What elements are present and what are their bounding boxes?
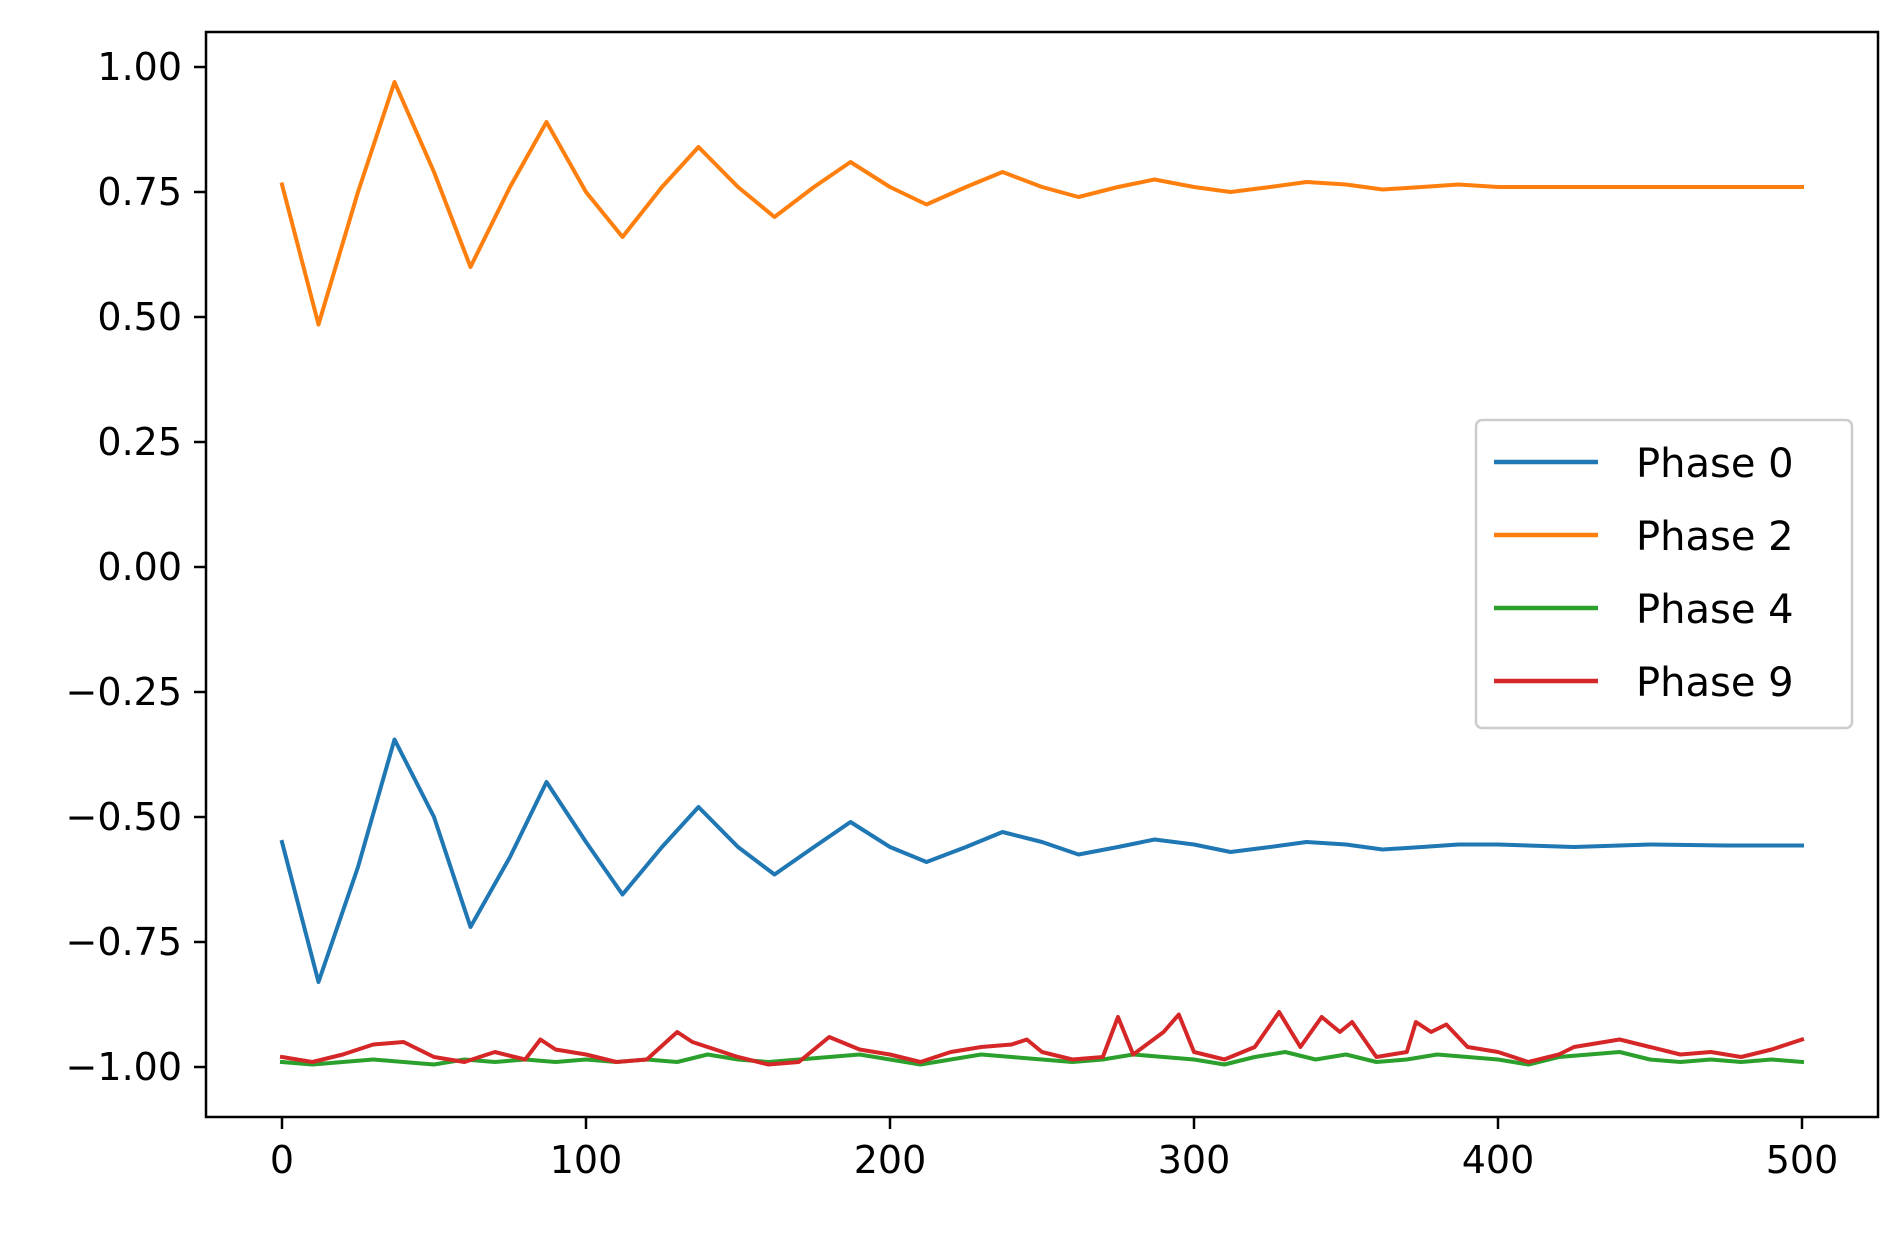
- legend-label-phase-2: Phase 2: [1636, 514, 1794, 560]
- series-line-phase-9: [279, 1010, 1805, 1067]
- series-line-phase-4: [279, 1050, 1805, 1067]
- x-axis: 0 100 200 300 400 500: [270, 1117, 1838, 1182]
- legend-frame: [1474, 418, 1854, 730]
- x-tick-label: 100: [550, 1138, 623, 1182]
- y-tick-label: −0.50: [66, 795, 182, 839]
- y-tick-label: 0.00: [97, 545, 182, 589]
- y-axis: 1.00 0.75 0.50 0.25 0.00 −0.25 −0.50 −0.75 −1.00: [66, 45, 206, 1089]
- y-tick-label: 0.75: [97, 170, 182, 214]
- y-tick-label: −1.00: [66, 1045, 182, 1089]
- x-tick-label: 500: [1766, 1138, 1839, 1182]
- y-tick-label: 1.00: [97, 45, 182, 89]
- legend: Phase 0 Phase 2 Phase 4 Phase 9: [1474, 418, 1854, 730]
- series-line-phase-0: [279, 737, 1804, 984]
- y-tick-label: 0.50: [97, 295, 182, 339]
- plot-frame: [204, 30, 1880, 1119]
- series-line-phase-2: [279, 80, 1804, 327]
- x-tick-label: 300: [1158, 1138, 1231, 1182]
- x-tick-label: 400: [1462, 1138, 1535, 1182]
- y-tick-label: 0.25: [97, 420, 182, 464]
- y-tick-label: −0.75: [66, 920, 182, 964]
- x-tick-label: 0: [270, 1138, 294, 1182]
- y-tick-label: −0.25: [66, 670, 182, 714]
- legend-label-phase-9: Phase 9: [1636, 660, 1794, 706]
- x-tick-label: 200: [854, 1138, 927, 1182]
- legend-label-phase-4: Phase 4: [1636, 587, 1794, 633]
- plot-lines: [279, 80, 1805, 1067]
- legend-label-phase-0: Phase 0: [1636, 441, 1794, 487]
